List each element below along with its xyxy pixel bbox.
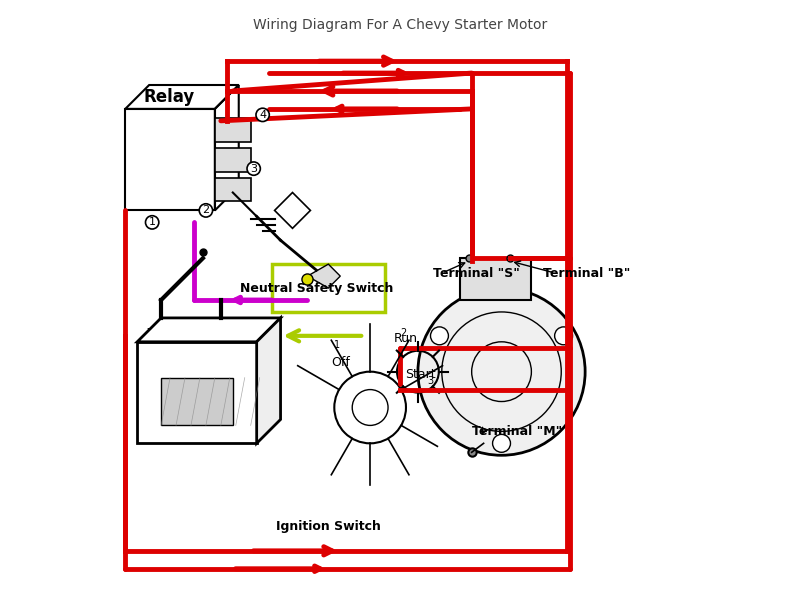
Text: 2: 2 bbox=[202, 205, 210, 215]
Circle shape bbox=[430, 327, 449, 345]
Circle shape bbox=[554, 327, 573, 345]
Text: Relay: Relay bbox=[143, 88, 194, 106]
Polygon shape bbox=[138, 318, 281, 342]
Text: -: - bbox=[146, 323, 152, 337]
Text: Wiring Diagram For A Chevy Starter Motor: Wiring Diagram For A Chevy Starter Motor bbox=[253, 18, 547, 32]
Polygon shape bbox=[257, 318, 281, 443]
Text: Terminal "B": Terminal "B" bbox=[543, 266, 630, 280]
Text: Ignition Switch: Ignition Switch bbox=[276, 520, 381, 533]
Text: 3: 3 bbox=[250, 164, 257, 173]
Text: 4: 4 bbox=[259, 110, 266, 120]
Text: Terminal "S": Terminal "S" bbox=[433, 266, 520, 280]
Text: 2: 2 bbox=[400, 328, 406, 338]
Circle shape bbox=[493, 434, 510, 452]
Bar bbox=[161, 377, 233, 425]
Bar bbox=[215, 118, 250, 142]
Polygon shape bbox=[307, 264, 340, 288]
Text: Start: Start bbox=[406, 368, 436, 381]
Bar bbox=[215, 178, 250, 202]
Text: Run: Run bbox=[394, 332, 418, 346]
Circle shape bbox=[418, 288, 585, 455]
Bar bbox=[460, 258, 531, 300]
Text: Neutral Safety Switch: Neutral Safety Switch bbox=[240, 281, 393, 295]
Bar bbox=[271, 264, 385, 312]
Text: Terminal "M": Terminal "M" bbox=[472, 425, 562, 438]
Text: 1: 1 bbox=[334, 340, 341, 350]
Text: Off: Off bbox=[331, 356, 350, 369]
Bar bbox=[138, 342, 257, 443]
Text: 1: 1 bbox=[149, 217, 156, 227]
Bar bbox=[215, 148, 250, 172]
Text: 3: 3 bbox=[427, 376, 433, 386]
